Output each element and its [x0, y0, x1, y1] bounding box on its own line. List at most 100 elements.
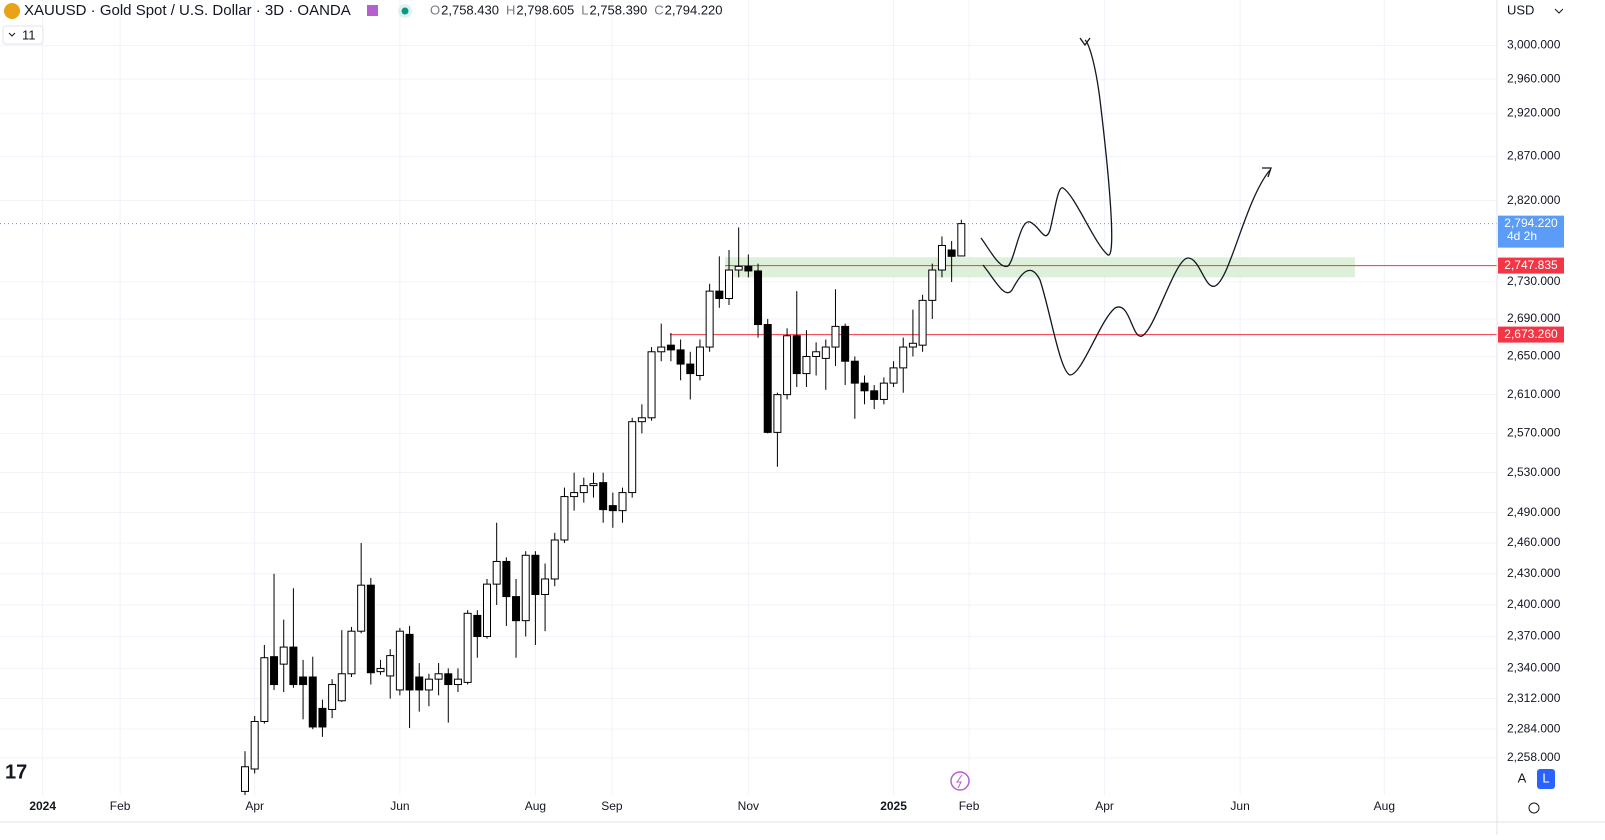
drawn-path [980, 39, 1113, 268]
candle-body [337, 673, 346, 702]
candle-body [482, 583, 491, 637]
logo: 17 [5, 761, 27, 783]
currency[interactable]: USD [1507, 2, 1534, 17]
y-tick-label: 2,312.000 [1507, 691, 1561, 705]
candle-body [870, 390, 879, 400]
y-tick-label: 2,340.000 [1507, 661, 1561, 675]
candle-body [570, 492, 579, 498]
status-dot [401, 7, 409, 15]
candle-body [240, 766, 249, 792]
last-price-bg [1498, 215, 1564, 248]
ohlc-label: L [581, 2, 588, 17]
candle-body [957, 223, 966, 257]
x-tick-label: 2025 [880, 799, 907, 813]
candle-body [318, 707, 327, 728]
candle-body [395, 630, 404, 691]
candle-body [589, 483, 598, 487]
price-label-bg [1498, 326, 1564, 343]
flag[interactable] [367, 5, 378, 16]
candle-body [376, 667, 385, 673]
ohlc-label: C [654, 2, 663, 17]
auto-button[interactable]: A [1518, 770, 1527, 785]
candle-body [521, 554, 530, 622]
x-tick-label: Nov [738, 799, 759, 813]
candle-body [724, 269, 733, 300]
candle-body [734, 265, 743, 271]
candle-body [463, 612, 472, 683]
y-tick-label: 2,258.000 [1507, 750, 1561, 764]
zone [725, 257, 1355, 278]
candle-body [889, 367, 898, 384]
candle-body [937, 244, 946, 271]
time-axis: 2024 Feb Apr Jun Aug Sep Nov 2025 Feb Apr Jun Aug [29, 799, 1395, 813]
indicator-count: 11 [22, 27, 36, 42]
candle-body [550, 539, 559, 580]
candle-body [357, 584, 366, 632]
ohlc-value: 2,758.430 [441, 2, 499, 17]
y-tick-label: 2,530.000 [1507, 465, 1561, 479]
price-label-bg [1498, 257, 1564, 274]
indicators-toggle[interactable] [2, 25, 44, 45]
candle-body [831, 325, 840, 348]
candle-body [783, 335, 792, 396]
log-button[interactable]: L [1542, 770, 1549, 785]
candle-body [512, 596, 521, 622]
y-tick-label: 2,730.000 [1507, 274, 1561, 288]
y-tick-label: 2,920.000 [1507, 105, 1561, 119]
y-tick-label: 2,284.000 [1507, 721, 1561, 735]
bolt [956, 774, 963, 789]
ohlc-label: O [430, 2, 440, 17]
candle-body [328, 684, 337, 710]
ohlc-label: H [506, 2, 515, 17]
drawings [980, 37, 1272, 376]
countdown: 4d 2h [1507, 229, 1537, 243]
candle-body [947, 249, 956, 257]
candle-body [618, 492, 627, 512]
candle-body [686, 363, 695, 375]
candle-body [657, 346, 666, 353]
candle-body [270, 656, 279, 686]
y-tick-label: 2,870.000 [1507, 149, 1561, 163]
y-tick-label: 2,460.000 [1507, 535, 1561, 549]
symbol-icon [4, 3, 20, 19]
candle-body [647, 351, 656, 419]
drawn-arrow [1079, 37, 1091, 47]
candle-body [560, 496, 569, 541]
candle-body [289, 646, 298, 686]
candle-body [715, 290, 724, 300]
grid [0, 0, 1497, 795]
x-tick-label: Aug [1374, 799, 1395, 813]
settings-icon[interactable] [1528, 802, 1540, 814]
y-tick-label: 2,820.000 [1507, 193, 1561, 207]
x-tick-label: Sep [601, 799, 623, 813]
overlay [0, 223, 1497, 336]
candle-body [812, 351, 821, 357]
drawn-path [982, 169, 1271, 376]
price-label: 2,673.260 [1504, 327, 1558, 341]
chevron [1554, 8, 1564, 14]
events-icon[interactable] [950, 771, 970, 791]
candle-body [424, 678, 433, 691]
candle-body [628, 421, 637, 494]
drawn-arrow [1262, 167, 1272, 178]
candle-body [415, 676, 424, 691]
candle-body [879, 382, 888, 400]
x-tick-label: Feb [110, 799, 131, 813]
candle-body [773, 394, 782, 433]
candle-body [666, 344, 675, 351]
log-button-bg[interactable] [1537, 769, 1555, 789]
candle-body [541, 578, 550, 596]
y-tick-label: 2,570.000 [1507, 426, 1561, 440]
y-tick-label: 2,690.000 [1507, 311, 1561, 325]
y-tick-label: 2,610.000 [1507, 387, 1561, 401]
x-tick-label: Feb [959, 799, 980, 813]
y-tick-label: 2,650.000 [1507, 349, 1561, 363]
candle-body [841, 325, 850, 362]
candle-body [860, 382, 869, 392]
candle-body [366, 584, 375, 674]
candle-body [386, 655, 395, 677]
candle-body [802, 355, 811, 375]
candles [240, 219, 966, 795]
candle-body [608, 505, 617, 512]
